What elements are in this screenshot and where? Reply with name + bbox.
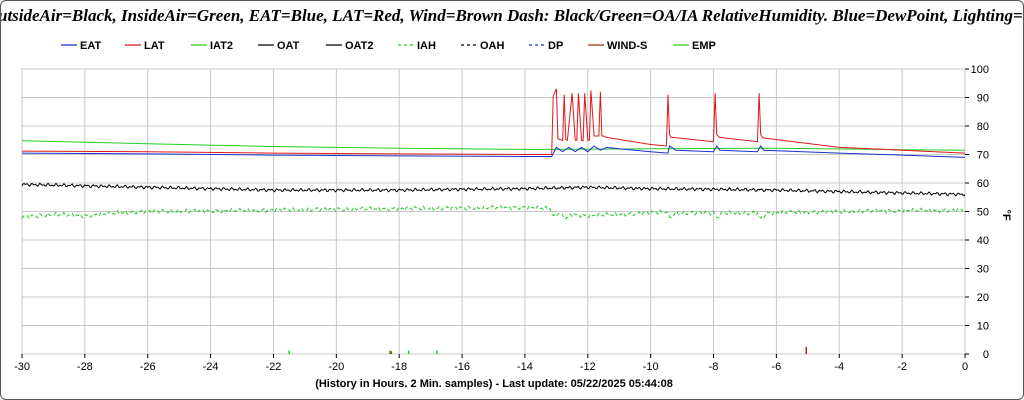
legend-label-eat: EAT [80,40,101,52]
y-tick-label: 100 [971,64,989,76]
x-tick-label: -24 [203,361,219,373]
legend-label-iat2: IAT2 [210,40,233,52]
x-tick-label: -16 [454,361,470,373]
x-tick-label: -8 [709,361,719,373]
y-tick-label: 60 [977,178,989,190]
banner-text: utsideAir=Black, InsideAir=Green, EAT=Bl… [1,6,1023,25]
legend-label-oah: OAH [480,40,505,52]
series-group [21,88,966,221]
x-tick-label: -6 [772,361,782,373]
y-tick-label: 80 [977,121,989,133]
series-line-oat [21,182,966,197]
x-tick-label: -30 [14,361,30,373]
chart-banner: utsideAir=Black, InsideAir=Green, EAT=Bl… [1,5,1023,27]
x-tick-label: -4 [834,361,844,373]
y-tick-label: 0 [983,349,989,361]
y-axis: 0 10 20 30 40 50 60 70 80 90 100 [965,64,989,361]
x-tick-label: -10 [643,361,659,373]
y-tick-label: 20 [977,292,989,304]
y-tick-label: 10 [977,321,989,333]
x-tick-label: -26 [140,361,156,373]
legend-label-lat: LAT [144,40,165,52]
grid [21,68,966,355]
x-axis: -30 -28 -26 -24 -22 -20 -18 -16 -14 -12 -10 -8 -6 -4-… [14,354,968,373]
y-tick-label: 30 [977,264,989,276]
legend-label-oat2: OAT2 [345,40,374,52]
marks-group [288,346,808,354]
legend-label-dp: DP [548,40,563,52]
x-tick-label: -28 [77,361,93,373]
x-tick-label: -2 [897,361,907,373]
x-tick-label: -12 [580,361,596,373]
y-tick-label: 40 [977,235,989,247]
x-tick-label: -20 [328,361,344,373]
series-line-eat [21,145,966,158]
x-tick-label: -22 [266,361,282,373]
legend-label-iah: IAH [417,40,436,52]
x-tick-label: -14 [517,361,533,373]
legend-label-wind-s: WIND-S [607,40,647,52]
legend-label-oat: OAT [277,40,300,52]
y-tick-label: 70 [977,150,989,162]
y-tick-label: 90 [977,93,989,105]
x-tick-label: 0 [962,361,968,373]
series-line-lat [21,88,966,155]
x-tick-label: -18 [391,361,407,373]
legend-label-emp: EMP [692,40,716,52]
y-tick-label: 50 [977,207,989,219]
series-line-iat2 [21,140,966,151]
x-axis-label: (History in Hours. 2 Min. samples) - Las… [315,378,673,390]
series-line-iah [21,204,966,221]
y-axis-label: °F [1000,209,1012,220]
legend: EAT LAT IAT2 OAT OAT2 IAH OAH DP WIND-S EMP [61,40,716,52]
